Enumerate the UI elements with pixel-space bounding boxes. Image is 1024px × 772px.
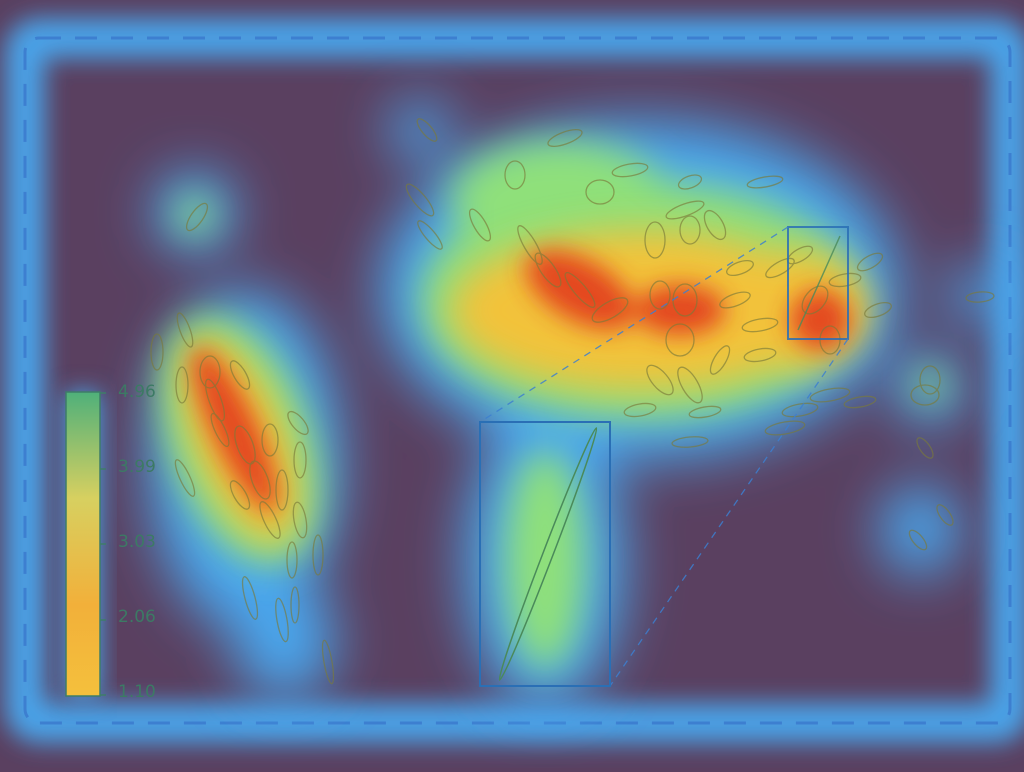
colorbar-gradient [65, 391, 101, 697]
zoom-source-ellipse [797, 235, 841, 331]
zoom-inset-box [479, 421, 611, 687]
heat-layer-high [192, 250, 850, 513]
colorbar-tick-label-min: 1.10 [118, 682, 156, 702]
colorbar-tick-label-2: 3.99 [118, 457, 156, 477]
colorbar-tick-label-4: 2.06 [118, 607, 156, 627]
colorbar-tick-label-max: 4.96 [118, 382, 156, 402]
colorbar [65, 391, 106, 697]
dashed-frame [23, 36, 1012, 725]
zoom-source-box [787, 226, 849, 340]
colorbar-ticks [100, 392, 106, 696]
zoom-connectors [479, 226, 849, 687]
zoom-inset-ellipse [498, 427, 598, 681]
colorbar-tick-label-3: 3.03 [118, 532, 156, 552]
